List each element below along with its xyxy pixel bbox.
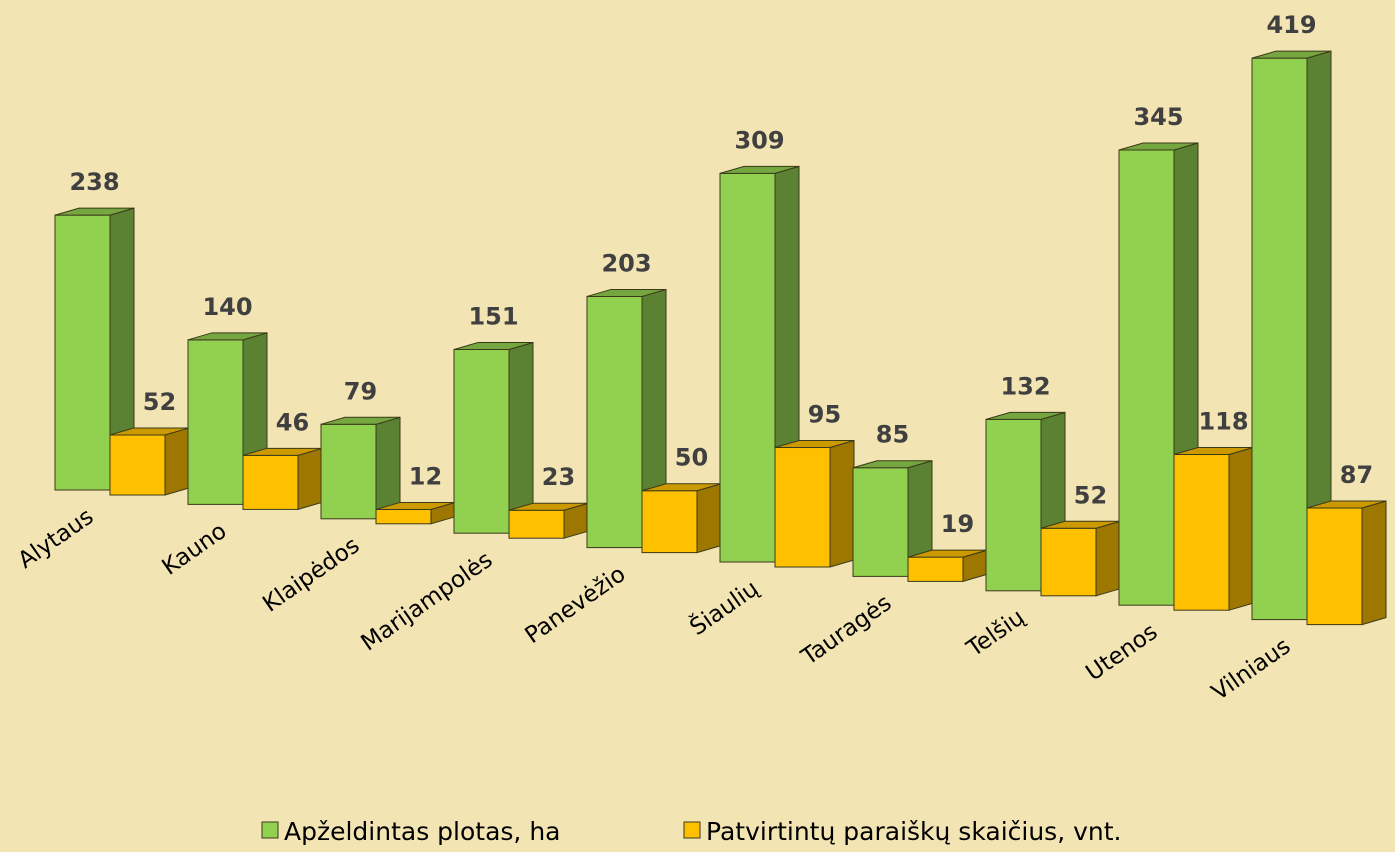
value-label: 140 xyxy=(202,293,252,321)
bar-front xyxy=(1173,454,1230,611)
value-label: 87 xyxy=(1340,461,1373,489)
bar-side xyxy=(1095,520,1121,597)
bar-side xyxy=(1361,500,1387,626)
value-label: 52 xyxy=(1074,481,1107,509)
value-label: 23 xyxy=(542,463,575,491)
bar-side xyxy=(164,427,190,496)
x-tick-label: Tauragės xyxy=(796,590,896,671)
bar-front xyxy=(641,490,698,554)
bar-top xyxy=(1118,142,1199,151)
value-label: 118 xyxy=(1198,408,1248,436)
bar xyxy=(1306,500,1387,626)
legend-label: Apželdintas plotas, ha xyxy=(284,817,561,846)
value-label: 419 xyxy=(1266,11,1316,39)
value-label: 12 xyxy=(409,462,442,490)
value-label: 50 xyxy=(675,444,708,472)
value-label: 95 xyxy=(808,401,841,429)
x-tick-label: Klaipėdos xyxy=(258,532,364,617)
bar-front xyxy=(1306,507,1363,626)
legend-item: Apželdintas plotas, ha xyxy=(261,817,561,846)
bar xyxy=(1173,446,1254,611)
bar xyxy=(774,439,855,568)
bar-front xyxy=(586,295,643,549)
bar xyxy=(109,427,190,496)
bar-front xyxy=(1040,527,1097,597)
bar-front xyxy=(187,339,244,505)
bar-top xyxy=(985,411,1066,420)
bar xyxy=(54,207,135,491)
bar-top xyxy=(1306,500,1387,509)
x-tick-label: Kauno xyxy=(158,518,232,581)
bar-front xyxy=(852,467,909,577)
bar-front xyxy=(54,214,111,491)
bar-top xyxy=(54,207,135,216)
bar xyxy=(641,483,722,554)
bar-top xyxy=(852,460,933,469)
bar-side xyxy=(1228,446,1254,611)
value-label: 309 xyxy=(734,126,784,154)
bar xyxy=(1251,50,1332,621)
value-label: 151 xyxy=(468,302,518,330)
bar xyxy=(586,288,667,549)
bar-top xyxy=(320,416,401,425)
bar-top xyxy=(774,440,855,449)
bar-front xyxy=(719,172,776,563)
bar-top xyxy=(719,165,800,174)
value-label: 132 xyxy=(1000,372,1050,400)
bar-side xyxy=(297,447,323,511)
value-label: 345 xyxy=(1133,103,1183,131)
value-label: 85 xyxy=(876,421,909,449)
bar-top xyxy=(453,341,534,350)
x-tick-label: Marijampolės xyxy=(356,547,497,657)
bar xyxy=(907,549,988,583)
x-tick-label: Šiaulių xyxy=(684,574,763,641)
bar-top xyxy=(187,332,268,341)
bar-front xyxy=(109,434,166,496)
x-tick-label: Vilniaus xyxy=(1207,633,1295,706)
bar-front xyxy=(508,509,565,539)
bar-front xyxy=(907,556,964,582)
value-label: 46 xyxy=(276,408,309,436)
value-label: 19 xyxy=(941,510,974,538)
bar-front xyxy=(242,454,299,510)
bar xyxy=(320,416,401,520)
bar-front xyxy=(375,508,432,525)
value-label: 238 xyxy=(69,168,119,196)
bar-side xyxy=(829,439,855,568)
legend-swatch xyxy=(261,821,279,839)
bar-top xyxy=(1251,50,1332,59)
value-label: 79 xyxy=(344,377,377,405)
value-label: 52 xyxy=(143,388,176,416)
bar-front xyxy=(985,418,1042,592)
bar xyxy=(453,341,534,534)
bar-front xyxy=(320,423,377,520)
value-label: 203 xyxy=(601,249,651,277)
bar-front xyxy=(453,348,510,534)
x-tick-label: Utenos xyxy=(1081,619,1162,687)
x-tick-label: Panevėžio xyxy=(521,561,631,649)
bar xyxy=(852,460,933,578)
bar-front xyxy=(1251,57,1308,621)
legend-label: Patvirtintų paraiškų skaičius, vnt. xyxy=(706,817,1121,846)
bar xyxy=(375,501,456,525)
bar xyxy=(508,502,589,539)
bar-top xyxy=(586,288,667,297)
x-tick-label: Alytaus xyxy=(14,504,99,574)
x-tick-label: Telšių xyxy=(962,604,1030,663)
bar xyxy=(1040,520,1121,597)
bar-front xyxy=(1118,149,1175,606)
legend-item: Patvirtintų paraiškų skaičius, vnt. xyxy=(683,817,1121,846)
legend-swatch xyxy=(683,821,701,839)
bar xyxy=(242,447,323,511)
bar-front xyxy=(774,447,831,568)
bar-side xyxy=(696,483,722,554)
